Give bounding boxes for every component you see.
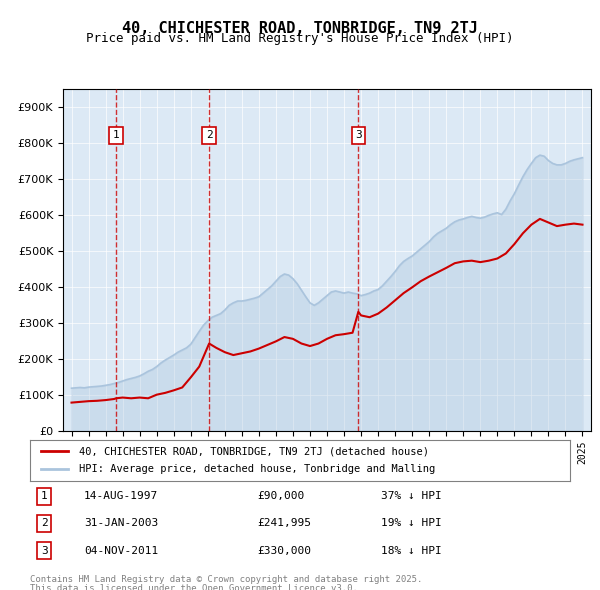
- Text: 04-NOV-2011: 04-NOV-2011: [84, 546, 158, 556]
- Text: 2: 2: [41, 519, 47, 529]
- Text: This data is licensed under the Open Government Licence v3.0.: This data is licensed under the Open Gov…: [30, 584, 358, 590]
- Text: £90,000: £90,000: [257, 491, 304, 501]
- Text: 40, CHICHESTER ROAD, TONBRIDGE, TN9 2TJ: 40, CHICHESTER ROAD, TONBRIDGE, TN9 2TJ: [122, 21, 478, 35]
- Text: 19% ↓ HPI: 19% ↓ HPI: [381, 519, 442, 529]
- Text: HPI: Average price, detached house, Tonbridge and Malling: HPI: Average price, detached house, Tonb…: [79, 464, 435, 474]
- Text: 40, CHICHESTER ROAD, TONBRIDGE, TN9 2TJ (detached house): 40, CHICHESTER ROAD, TONBRIDGE, TN9 2TJ …: [79, 446, 428, 456]
- Text: £330,000: £330,000: [257, 546, 311, 556]
- Text: 2: 2: [206, 130, 212, 140]
- Text: 37% ↓ HPI: 37% ↓ HPI: [381, 491, 442, 501]
- Text: 3: 3: [41, 546, 47, 556]
- Text: Contains HM Land Registry data © Crown copyright and database right 2025.: Contains HM Land Registry data © Crown c…: [30, 575, 422, 584]
- Text: 3: 3: [355, 130, 362, 140]
- Text: 14-AUG-1997: 14-AUG-1997: [84, 491, 158, 501]
- Text: Price paid vs. HM Land Registry's House Price Index (HPI): Price paid vs. HM Land Registry's House …: [86, 32, 514, 45]
- Text: £241,995: £241,995: [257, 519, 311, 529]
- Text: 1: 1: [113, 130, 119, 140]
- Text: 31-JAN-2003: 31-JAN-2003: [84, 519, 158, 529]
- Text: 1: 1: [41, 491, 47, 501]
- Text: 18% ↓ HPI: 18% ↓ HPI: [381, 546, 442, 556]
